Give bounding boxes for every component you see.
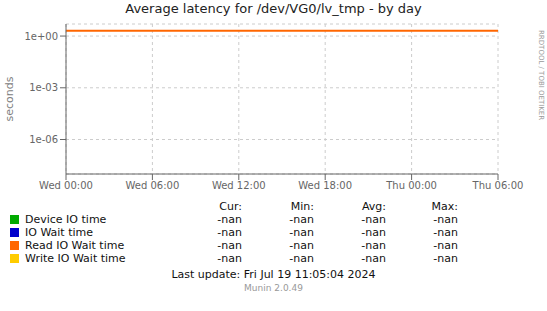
svg-text:Wed 18:00: Wed 18:00 [298,180,352,191]
html-text:-nan: -nan [217,226,242,239]
html-text:-nan: -nan [217,252,242,265]
html-text:-nan: -nan [361,226,386,239]
html-text:-nan: -nan [433,226,458,239]
svg-text:1e-06: 1e-06 [29,134,58,145]
html-text:-nan: -nan [289,213,314,226]
svg-text:1e-03: 1e-03 [29,82,58,93]
html-text:-nan: -nan [217,239,242,252]
html-text:Last update: Fri Jul 19 11:05:: Last update: Fri Jul 19 11:05:04 2024 [171,268,376,281]
html-text:-nan: -nan [217,213,242,226]
html-text:IO Wait time: IO Wait time [25,226,93,239]
html-text:Device IO time: Device IO time [25,213,107,226]
html-text:Munin 2.0.49: Munin 2.0.49 [244,283,303,293]
html-text:-nan: -nan [433,213,458,226]
html-text:Max:: Max: [431,200,458,213]
svg-text:Thu 00:00: Thu 00:00 [385,180,437,191]
html-text:-nan: -nan [289,239,314,252]
html-text:Write IO Wait time: Write IO Wait time [25,252,126,265]
html-text:-nan: -nan [361,213,386,226]
html-text:-nan: -nan [361,239,386,252]
html-text:-nan: -nan [361,252,386,265]
svg-text:1e+00: 1e+00 [24,31,58,42]
html-text:-nan: -nan [289,226,314,239]
html-text:Read IO Wait time: Read IO Wait time [25,239,125,252]
svg-text:Wed 00:00: Wed 00:00 [39,180,93,191]
html-text:-nan: -nan [433,252,458,265]
html-text:Cur:: Cur: [219,200,242,213]
html-text:Min:: Min: [290,200,314,213]
html-text:-nan: -nan [433,239,458,252]
svg-text:Thu 06:00: Thu 06:00 [472,180,524,191]
svg-text:Wed 12:00: Wed 12:00 [212,180,266,191]
html-text:Average latency for /dev/VG0/l: Average latency for /dev/VG0/lv_tmp - by… [125,1,422,16]
svg-text:Wed 06:00: Wed 06:00 [125,180,179,191]
html-text:-nan: -nan [289,252,314,265]
html-text:Avg:: Avg: [361,200,386,213]
svg-text:seconds: seconds [8,76,16,121]
html-text:RRDTOOL / TOBI OETIKER: RRDTOOL / TOBI OETIKER [537,30,545,121]
